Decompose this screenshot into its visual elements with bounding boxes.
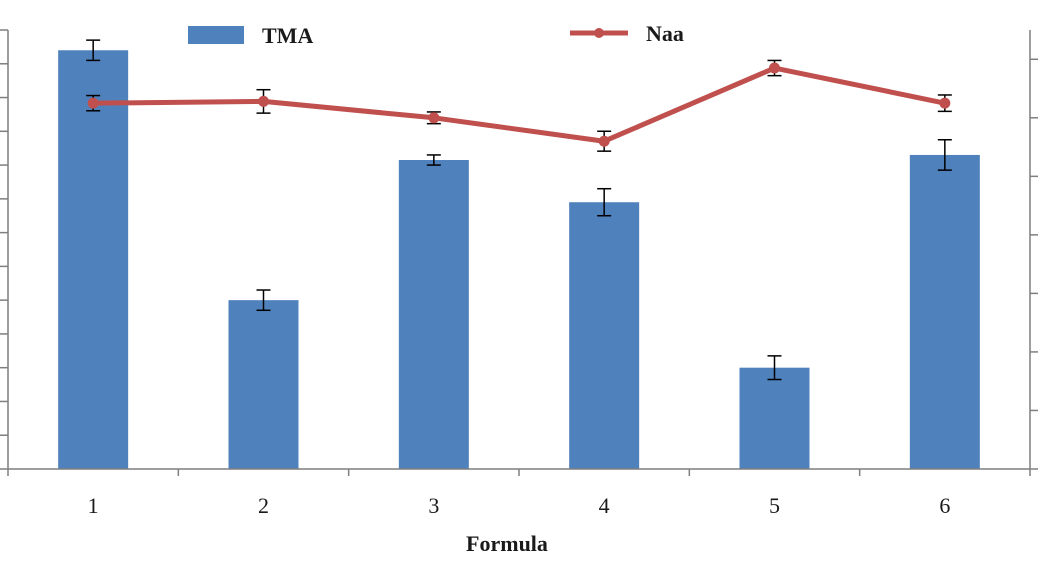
bar-tma-4 [569,202,640,469]
bar-tma-3 [398,160,469,469]
line-naa [93,65,946,144]
point-naa-3 [428,112,440,124]
legend-marker-naa [594,28,604,38]
point-naa-1 [87,97,99,109]
legend-label-naa: Naa [646,21,684,46]
error-bar-tma-3 [426,154,441,166]
axes-layer [0,29,1038,476]
x-tick-label-3: 3 [428,493,439,518]
x-tick-labels: 1 2 3 4 5 6 [88,493,951,518]
x-tick-label-2: 2 [258,493,269,518]
x-axis-label: Formula [466,531,548,556]
x-tick-label-6: 6 [939,493,950,518]
x-tick-label-4: 4 [599,493,610,518]
error-bar-tma-6 [937,139,952,171]
bar-tma-6 [909,154,980,469]
error-bar-tma-1 [86,39,101,62]
point-naa-5 [769,62,780,74]
legend: TMA Naa [188,21,684,48]
bar-tma-5 [739,367,810,469]
x-tick-label-1: 1 [88,493,99,518]
point-naa-6 [939,97,951,109]
line-layer [86,59,952,152]
bar-tma-2 [228,300,299,469]
x-tick-label-5: 5 [769,493,780,518]
error-bar-tma-5 [767,355,782,381]
point-naa-4 [598,135,610,147]
legend-swatch-tma [188,26,244,44]
bar-tma-1 [58,50,129,470]
error-bar-tma-4 [597,187,612,217]
error-bar-tma-2 [256,289,271,312]
bar-errors-layer [86,39,952,381]
legend-label-tma: TMA [262,23,313,48]
bars-layer [58,50,980,470]
point-naa-2 [258,95,269,107]
